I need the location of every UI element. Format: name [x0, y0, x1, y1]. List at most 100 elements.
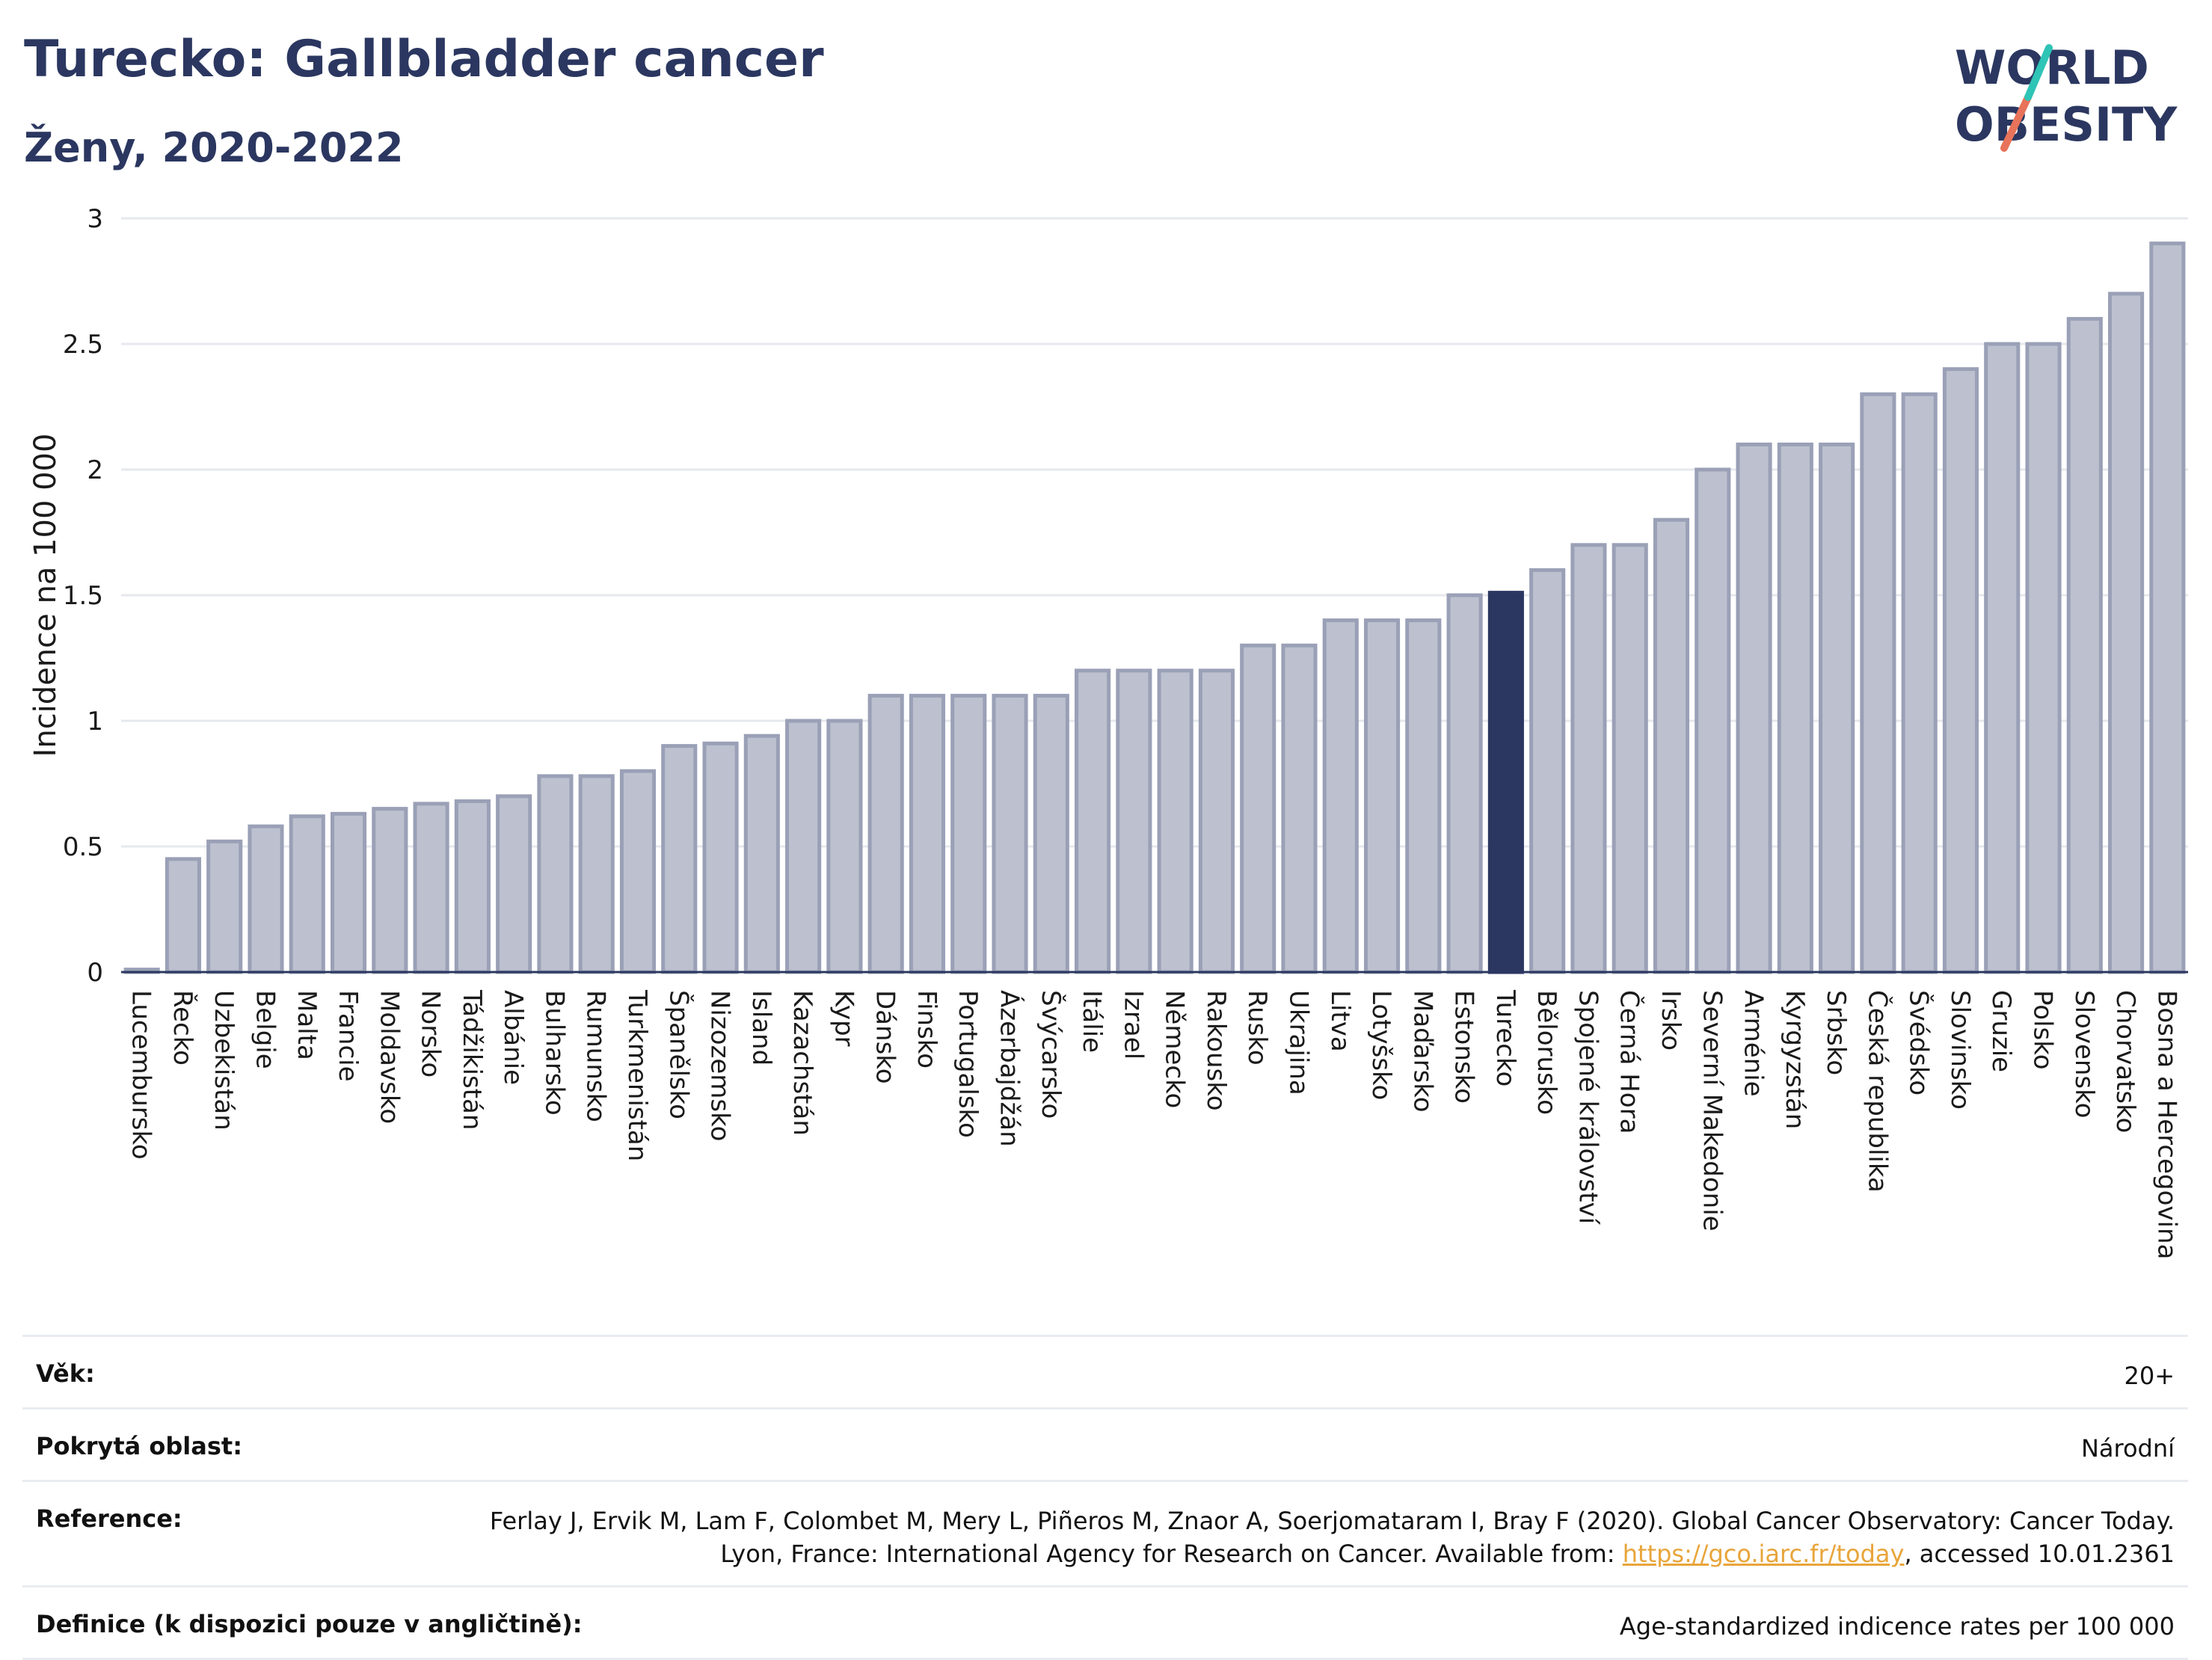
- bar-chart: 0 0.5 1 1.5 2 2.5 3 Lucembursko Řecko Uzbekistán…: [28, 204, 2188, 1259]
- bar: [1819, 442, 1855, 974]
- bar: [1240, 643, 1276, 974]
- bar: [2149, 242, 2186, 974]
- bar: [1198, 668, 1235, 974]
- coverage-label: Pokrytá oblast:: [36, 1432, 242, 1460]
- bar: [454, 799, 491, 974]
- x-tick-label: Maďarsko: [1407, 990, 1437, 1113]
- page-title: Turecko: Gallbladder cancer: [24, 30, 824, 89]
- world-obesity-logo: WORLD OBESITY: [1955, 40, 2178, 152]
- info-row-definition: Definice (k dispozici pouze v angličtině…: [22, 1585, 2188, 1660]
- x-axis-labels: Lucembursko Řecko Uzbekistán Belgie Malta Fra…: [126, 989, 2182, 1259]
- y-axis-title: Incidence na 100 000: [28, 434, 63, 757]
- y-tick-label: 1: [87, 707, 103, 737]
- x-tick-label: Ázerbajdžán: [995, 990, 1025, 1147]
- bar: [165, 857, 201, 974]
- age-value: 20+: [2124, 1362, 2175, 1390]
- logo-slash-coral: [2000, 93, 2032, 152]
- x-tick-label: Slovensko: [2069, 990, 2099, 1118]
- reference-link[interactable]: https://gco.iarc.fr/today: [1622, 1540, 1905, 1568]
- bar: [1612, 543, 1648, 974]
- x-tick-label: Bulharsko: [539, 990, 569, 1116]
- x-tick-label: Německo: [1160, 990, 1190, 1108]
- bar: [1860, 392, 1896, 974]
- x-tick-label: Kypr: [829, 990, 858, 1047]
- x-tick-label: Bosna a Hercegovina: [2151, 990, 2181, 1259]
- x-tick-label: Portugalsko: [953, 990, 983, 1138]
- bar: [1695, 467, 1731, 974]
- x-tick-label: Itálie: [1077, 990, 1107, 1053]
- bar: [702, 741, 739, 974]
- definition-value: Age-standardized indicence rates per 100…: [1619, 1612, 2175, 1641]
- x-tick-label: Estonsko: [1449, 990, 1479, 1104]
- bar: [1529, 568, 1566, 974]
- bar: [1116, 668, 1152, 974]
- chart-bars: [121, 242, 2188, 974]
- bar: [206, 839, 243, 974]
- x-tick-label: Slovinsko: [1945, 990, 1975, 1110]
- x-tick-label: Gruzie: [1986, 990, 2016, 1072]
- bar: [1570, 543, 1607, 974]
- x-tick-label: Rakousko: [1201, 990, 1231, 1111]
- bar: [1322, 618, 1359, 974]
- bar: [1777, 442, 1813, 974]
- reference-value: Ferlay J, Ervik M, Lam F, Colombet M, Me…: [455, 1504, 2175, 1570]
- x-tick-label: Severní Makedonie: [1697, 990, 1727, 1232]
- x-tick-label: Lucembursko: [126, 990, 156, 1160]
- info-table: Věk: 20+ Pokrytá oblast: Národní Referen…: [22, 1335, 2188, 1660]
- x-tick-label: Česká republika: [1862, 990, 1893, 1193]
- y-tick-label: 1.5: [63, 581, 103, 611]
- x-tick-label: Finsko: [912, 990, 941, 1069]
- bar: [1653, 517, 1690, 974]
- bar: [743, 734, 780, 974]
- bar: [992, 693, 1028, 974]
- x-tick-label: Moldavsko: [374, 990, 404, 1124]
- y-tick-label: 2: [87, 455, 103, 485]
- x-tick-label: Ukrajina: [1283, 990, 1313, 1095]
- bar: [867, 693, 904, 974]
- bar: [1942, 367, 1979, 974]
- x-tick-label: Arménie: [1739, 990, 1769, 1097]
- bar: [1984, 342, 2021, 974]
- x-tick-label: Chorvatsko: [2110, 990, 2140, 1133]
- x-tick-label: Turkmenistán: [622, 989, 652, 1161]
- bar: [661, 744, 698, 974]
- x-tick-label: Rusko: [1242, 990, 1272, 1066]
- x-tick-label: Bělorusko: [1531, 990, 1561, 1115]
- x-tick-label: Island: [746, 990, 776, 1066]
- info-row-reference: Reference: Ferlay J, Ervik M, Lam F, Col…: [22, 1480, 2188, 1585]
- logo-slash-teal: [2024, 44, 2053, 101]
- info-row-age: Věk: 20+: [22, 1335, 2188, 1407]
- bar: [372, 807, 408, 974]
- x-tick-label: Kazachstán: [787, 990, 817, 1136]
- bar: [909, 693, 946, 974]
- bar: [1075, 668, 1111, 974]
- bar: [289, 814, 325, 974]
- x-tick-label: Turecko: [1490, 989, 1520, 1086]
- age-label: Věk:: [36, 1359, 95, 1388]
- bar: [1281, 643, 1318, 974]
- bar: [950, 693, 987, 974]
- x-tick-label: Tádžikistán: [457, 989, 487, 1130]
- x-tick-label: Španělsko: [663, 990, 694, 1119]
- logo-line-2: OBESITY: [1955, 97, 2178, 152]
- x-tick-label: Polsko: [2028, 990, 2058, 1070]
- x-tick-label: Švýcarsko: [1036, 990, 1066, 1119]
- x-tick-label: Řecko: [168, 990, 198, 1066]
- x-tick-label: Malta: [292, 990, 322, 1060]
- x-tick-label: Černá Hora: [1615, 990, 1645, 1134]
- bar: [1363, 618, 1401, 974]
- x-tick-label: Lotyšsko: [1366, 990, 1396, 1100]
- bar: [2108, 292, 2145, 974]
- x-tick-label: Nizozemsko: [705, 990, 735, 1141]
- bar: [413, 802, 449, 974]
- bar: [785, 719, 822, 974]
- bar: [826, 719, 863, 974]
- x-tick-label: Švédsko: [1904, 990, 1935, 1095]
- info-row-coverage: Pokrytá oblast: Národní: [22, 1407, 2188, 1480]
- y-tick-label: 0: [87, 958, 103, 988]
- x-tick-label: Uzbekistán: [209, 990, 239, 1131]
- bar-highlight: [1487, 591, 1524, 974]
- x-tick-label: Izrael: [1118, 990, 1148, 1060]
- x-tick-label: Albánie: [498, 990, 528, 1085]
- y-tick-label: 2.5: [63, 330, 103, 360]
